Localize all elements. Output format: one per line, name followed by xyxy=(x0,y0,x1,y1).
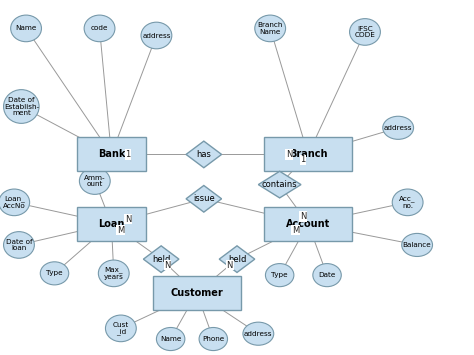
Ellipse shape xyxy=(255,15,285,42)
Text: issue: issue xyxy=(193,194,215,203)
Text: N: N xyxy=(227,261,233,270)
Text: contains: contains xyxy=(262,180,298,189)
Text: Date: Date xyxy=(319,272,336,278)
Text: M: M xyxy=(117,225,124,235)
Text: address: address xyxy=(384,125,412,131)
Text: Loan: Loan xyxy=(98,219,125,229)
Ellipse shape xyxy=(402,234,432,256)
Text: Branch
Name: Branch Name xyxy=(257,22,283,35)
Ellipse shape xyxy=(313,263,341,287)
Ellipse shape xyxy=(392,189,423,215)
Ellipse shape xyxy=(105,315,137,342)
FancyBboxPatch shape xyxy=(264,137,352,171)
Text: Amm-
ount: Amm- ount xyxy=(84,175,106,187)
Ellipse shape xyxy=(3,90,39,124)
Text: held: held xyxy=(152,255,170,264)
Ellipse shape xyxy=(156,327,185,351)
FancyBboxPatch shape xyxy=(77,137,146,171)
Text: Type: Type xyxy=(46,271,63,276)
FancyBboxPatch shape xyxy=(77,207,146,241)
Text: Account: Account xyxy=(286,219,330,229)
FancyBboxPatch shape xyxy=(264,207,352,241)
Polygon shape xyxy=(186,185,221,212)
Text: code: code xyxy=(91,26,108,31)
Text: Balance: Balance xyxy=(403,242,431,248)
Text: Bank: Bank xyxy=(98,149,125,159)
Text: Cust
_id: Cust _id xyxy=(113,322,129,335)
Ellipse shape xyxy=(3,231,34,258)
FancyBboxPatch shape xyxy=(153,276,241,310)
Text: 1: 1 xyxy=(301,155,306,164)
Polygon shape xyxy=(258,171,301,198)
Text: Max_
years: Max_ years xyxy=(104,267,124,280)
Text: M: M xyxy=(292,225,299,235)
Text: IFSC
CODE: IFSC CODE xyxy=(355,26,375,38)
Text: Acc_
no.: Acc_ no. xyxy=(400,196,416,209)
Polygon shape xyxy=(143,246,179,273)
Ellipse shape xyxy=(84,15,115,42)
Text: has: has xyxy=(196,150,211,159)
Text: Name: Name xyxy=(160,336,182,342)
Text: address: address xyxy=(244,331,273,337)
Text: N: N xyxy=(300,212,306,221)
Text: Phone: Phone xyxy=(202,336,224,342)
Text: Type: Type xyxy=(271,272,288,278)
Ellipse shape xyxy=(199,327,228,351)
Text: Branch: Branch xyxy=(289,149,328,159)
Ellipse shape xyxy=(10,15,42,42)
Text: N: N xyxy=(286,150,292,159)
Ellipse shape xyxy=(243,322,274,345)
Text: 1: 1 xyxy=(126,150,131,159)
Ellipse shape xyxy=(80,168,110,195)
Text: N: N xyxy=(125,215,131,224)
Text: Name: Name xyxy=(15,26,37,31)
Text: N: N xyxy=(164,261,171,270)
Ellipse shape xyxy=(0,189,29,215)
Text: address: address xyxy=(142,33,171,38)
Ellipse shape xyxy=(265,263,294,287)
Ellipse shape xyxy=(350,18,380,45)
Ellipse shape xyxy=(40,262,69,285)
Text: Date of
Establish-
ment: Date of Establish- ment xyxy=(4,97,39,116)
Polygon shape xyxy=(219,246,255,273)
Ellipse shape xyxy=(383,116,413,139)
Polygon shape xyxy=(186,141,221,168)
Text: Loan_
AccNo: Loan_ AccNo xyxy=(3,196,26,209)
Ellipse shape xyxy=(98,260,129,287)
Text: Date of
loan: Date of loan xyxy=(6,239,32,251)
Ellipse shape xyxy=(141,22,172,49)
Text: Customer: Customer xyxy=(170,288,223,298)
Text: held: held xyxy=(228,255,246,264)
